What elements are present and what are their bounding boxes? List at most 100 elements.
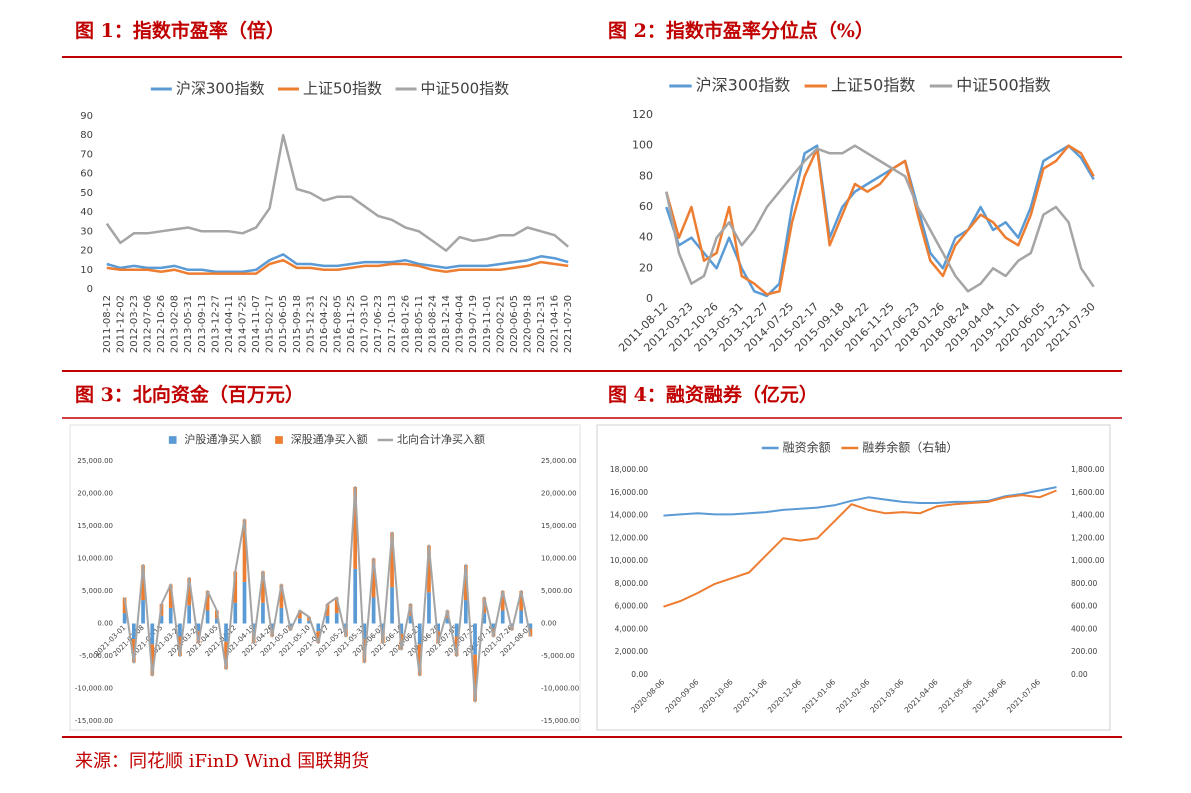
- x-tick-label: 2018-01-26: [400, 295, 411, 353]
- y2-tick-label: 0.00: [541, 620, 557, 628]
- bar: [482, 613, 487, 624]
- x-tick-label: 2020-12-31: [536, 295, 547, 353]
- x-tick-label: 2012-10-26: [156, 295, 167, 353]
- y-tick-label: 10,000.00: [77, 555, 113, 563]
- y2-tick-label: 10,000.00: [541, 555, 577, 563]
- y2-tick-label: 15,000.00: [541, 522, 577, 530]
- x-tick-label: 2021-05-06: [937, 677, 974, 714]
- x-tick-label: 2015-06-05: [278, 295, 289, 353]
- x-tick-label: 2011-08-12: [102, 295, 113, 353]
- bar: [168, 584, 173, 608]
- legend-label: 沪股通净买入额: [184, 432, 261, 446]
- y-tick-label: 60: [639, 200, 653, 213]
- y-tick-label: 80: [80, 130, 93, 141]
- bar: [316, 631, 321, 643]
- y-tick-label: 0.00: [97, 620, 113, 628]
- bar: [390, 532, 394, 588]
- bar: [159, 615, 164, 624]
- series-line: [665, 144, 1095, 296]
- bar: [279, 584, 284, 608]
- y-tick-label: 5,000.00: [82, 587, 113, 595]
- legend-label: 融资余额: [783, 440, 831, 455]
- y-tick-label: 0: [646, 292, 653, 305]
- x-tick-label: 2020-12-06: [766, 677, 803, 714]
- bar: [224, 641, 228, 669]
- bar: [233, 602, 238, 624]
- y-tick-label: 14,000.00: [610, 511, 648, 520]
- bar: [261, 602, 265, 624]
- bar: [279, 607, 284, 624]
- bar: [334, 597, 339, 614]
- y2-tick-label: 1,800.00: [1071, 465, 1105, 474]
- bar: [297, 618, 302, 624]
- bar: [325, 615, 330, 624]
- y-tick-label: 30: [80, 226, 93, 237]
- y2-tick-label: 1,400.00: [1071, 511, 1105, 520]
- legend-label: 北向合计净买入额: [397, 432, 485, 446]
- y-tick-label: 15,000.00: [77, 522, 113, 530]
- y-tick-label: 100: [632, 139, 653, 152]
- y-tick-label: -15,000.00: [75, 717, 113, 725]
- x-tick-label: 2015-12-31: [305, 295, 316, 353]
- legend-label: 上证50指数: [831, 76, 915, 95]
- y-tick-label: 0.00: [631, 670, 648, 679]
- bar: [325, 604, 330, 616]
- chart-title: 图 2：指数市盈率分位点（%）: [608, 19, 874, 42]
- x-tick-label: 2020-11-06: [732, 677, 769, 714]
- bar: [122, 597, 127, 614]
- y-tick-label: 18,000.00: [610, 465, 648, 474]
- series-line: [663, 486, 1057, 517]
- bar: [178, 636, 182, 656]
- y2-tick-label: 5,000.00: [541, 587, 572, 595]
- legend-label: 中证500指数: [421, 80, 510, 98]
- x-tick-label: 2019-07-19: [468, 295, 479, 353]
- bar: [307, 620, 311, 624]
- x-tick-label: 2020-10-06: [698, 677, 735, 714]
- y-tick-label: 120: [632, 108, 653, 121]
- bar: [371, 597, 376, 624]
- y-tick-label: 12,000.00: [610, 533, 648, 542]
- y2-tick-label: 400.00: [1071, 624, 1097, 633]
- series-line: [106, 258, 569, 275]
- x-tick-label: 2020-09-18: [523, 295, 534, 353]
- bar: [141, 600, 145, 624]
- bar: [233, 571, 238, 603]
- bar: [445, 618, 450, 624]
- bar: [371, 558, 376, 598]
- bar: [122, 613, 127, 624]
- series-line: [105, 133, 570, 252]
- x-tick-label: 2013-02-08: [170, 295, 181, 353]
- legend-label: 沪深300指数: [176, 80, 265, 98]
- x-tick-label: 2021-07-06: [1005, 677, 1042, 714]
- y-tick-label: 25,000.00: [77, 457, 113, 465]
- series-line: [106, 253, 569, 273]
- x-tick-label: 2019-11-01: [482, 295, 493, 353]
- bar: [150, 623, 155, 645]
- y-tick-label: 20: [80, 246, 93, 257]
- bar: [131, 639, 136, 663]
- x-tick-label: 2016-08-05: [333, 295, 344, 353]
- y-tick-label: 8,000.00: [615, 579, 649, 588]
- bar: [242, 581, 247, 624]
- bar: [417, 623, 422, 645]
- y2-tick-label: -10,000.00: [541, 685, 579, 693]
- y-tick-label: 90: [80, 111, 93, 122]
- bar: [205, 591, 210, 611]
- x-tick-label: 2015-09-18: [292, 295, 303, 353]
- bar: [500, 610, 505, 624]
- bar: [205, 610, 210, 624]
- y-tick-label: 80: [639, 169, 653, 182]
- bar: [196, 623, 201, 632]
- bar: [399, 623, 404, 634]
- x-tick-label: 2016-11-25: [346, 295, 357, 353]
- chart-title: 图 1：指数市盈率（倍）: [75, 19, 285, 42]
- y-tick-label: 10,000.00: [610, 556, 648, 565]
- x-tick-label: 2013-05-31: [183, 295, 194, 353]
- y2-tick-label: 1,000.00: [1071, 556, 1105, 565]
- legend-label: 融券余额（右轴）: [862, 440, 958, 455]
- bar: [224, 623, 228, 642]
- bar: [473, 654, 477, 702]
- legend-label: 上证50指数: [303, 80, 382, 98]
- bar: [214, 618, 219, 624]
